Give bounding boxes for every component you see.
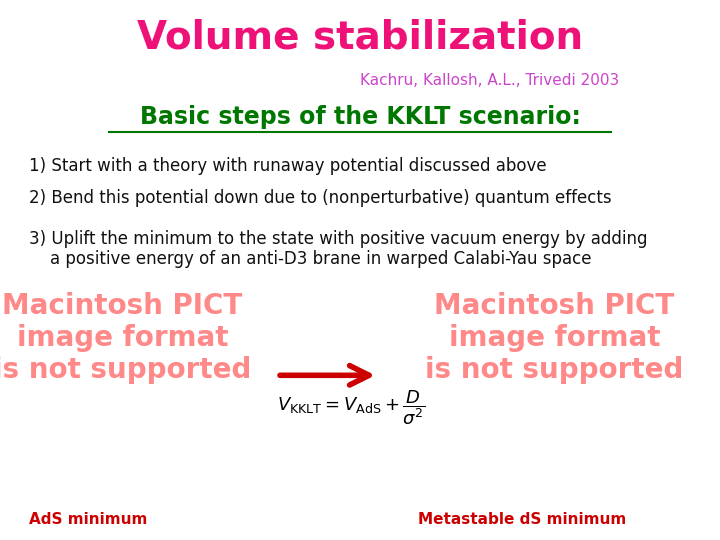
Text: Macintosh PICT
image format
is not supported: Macintosh PICT image format is not suppo… bbox=[426, 292, 683, 384]
Text: Basic steps of the KKLT scenario:: Basic steps of the KKLT scenario: bbox=[140, 105, 580, 129]
Text: 2) Bend this potential down due to (nonperturbative) quantum effects: 2) Bend this potential down due to (nonp… bbox=[29, 189, 611, 207]
Text: Macintosh PICT
image format
is not supported: Macintosh PICT image format is not suppo… bbox=[0, 292, 251, 384]
Text: Kachru, Kallosh, A.L., Trivedi 2003: Kachru, Kallosh, A.L., Trivedi 2003 bbox=[360, 73, 619, 88]
Text: $V_{\mathrm{KKLT}} = V_{\mathrm{AdS}} + \dfrac{D}{\sigma^2}$: $V_{\mathrm{KKLT}} = V_{\mathrm{AdS}} + … bbox=[277, 388, 426, 427]
Text: Volume stabilization: Volume stabilization bbox=[137, 19, 583, 57]
Text: AdS minimum: AdS minimum bbox=[29, 511, 147, 526]
Text: Metastable dS minimum: Metastable dS minimum bbox=[418, 511, 626, 526]
Text: 1) Start with a theory with runaway potential discussed above: 1) Start with a theory with runaway pote… bbox=[29, 157, 546, 174]
Text: 3) Uplift the minimum to the state with positive vacuum energy by adding
    a p: 3) Uplift the minimum to the state with … bbox=[29, 230, 647, 268]
